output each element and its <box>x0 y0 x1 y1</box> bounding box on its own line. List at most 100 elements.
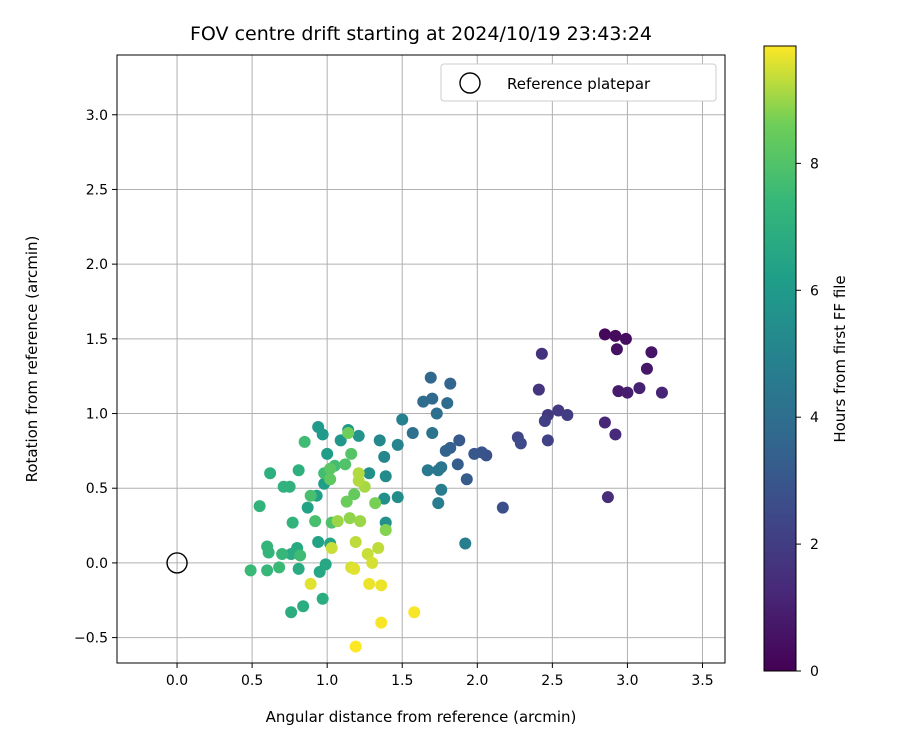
scatter-point <box>609 428 622 441</box>
x-axis-label: Angular distance from reference (arcmin) <box>266 708 577 726</box>
scatter-point <box>435 483 448 496</box>
scatter-point <box>361 547 374 560</box>
scatter-point <box>349 535 362 548</box>
scatter-point <box>496 501 509 514</box>
scatter-point <box>304 577 317 590</box>
scatter-point <box>375 579 388 592</box>
scatter-point <box>408 606 421 619</box>
plot-frame <box>116 54 726 664</box>
scatter-point <box>391 491 404 504</box>
scatter-point <box>348 488 361 501</box>
scatter-point <box>453 434 466 447</box>
x-tick-label: 1.0 <box>316 673 338 689</box>
scatter-point <box>366 556 379 569</box>
x-tick-label: 2.0 <box>466 673 488 689</box>
y-tick-label: −0.5 <box>74 631 108 647</box>
scatter-point <box>286 516 299 529</box>
x-tick-label: 1.5 <box>391 673 413 689</box>
scatter-point <box>285 606 298 619</box>
y-tick-label: 3.0 <box>86 108 108 124</box>
scatter-point <box>264 467 277 480</box>
scatter-point <box>334 434 347 447</box>
scatter-point <box>645 346 658 359</box>
scatter-point <box>609 329 622 342</box>
scatter-point <box>273 561 286 574</box>
scatter-point <box>621 386 634 399</box>
colorbar-tick-label: 6 <box>810 283 819 299</box>
scatter-point <box>363 467 376 480</box>
scatter-point <box>373 434 386 447</box>
scatter-point <box>343 512 356 525</box>
scatter-point <box>396 413 409 426</box>
x-tick-label: 0.0 <box>166 673 188 689</box>
scatter-point <box>378 450 391 463</box>
scatter-point <box>417 395 430 408</box>
colorbar-tick-label: 2 <box>810 537 819 553</box>
scatter-point <box>633 382 646 395</box>
scatter-point <box>349 640 362 653</box>
y-tick-label: 1.5 <box>86 332 108 348</box>
scatter-point <box>426 426 439 439</box>
legend: Reference platepar <box>440 63 717 102</box>
scatter-point <box>339 458 352 471</box>
scatter-point <box>309 515 322 528</box>
x-tick-label: 3.5 <box>691 673 713 689</box>
scatter-point <box>283 480 296 493</box>
y-tick-label: 0.0 <box>86 556 108 572</box>
y-tick-label: 1.0 <box>86 407 108 423</box>
y-axis-label: Rotation from reference (arcmin) <box>23 236 41 483</box>
scatter-point <box>354 515 367 528</box>
scatter-point <box>406 426 419 439</box>
scatter-point <box>325 541 338 554</box>
scatter-point <box>378 492 391 505</box>
colorbar-label: Hours from first FF file <box>831 275 849 442</box>
scatter-point <box>298 435 311 448</box>
scatter-point <box>292 464 305 477</box>
scatter-point <box>424 371 437 384</box>
x-tick-label: 3.0 <box>616 673 638 689</box>
scatter-point <box>441 397 454 410</box>
grid-lines <box>117 55 725 663</box>
x-axis-ticks: 0.0 0.5 1.0 1.5 2.0 2.5 3.0 3.5 <box>166 663 714 689</box>
scatter-point <box>532 383 545 396</box>
scatter-point <box>561 409 574 422</box>
y-tick-label: 2.0 <box>86 257 108 273</box>
scatter-point <box>468 447 481 460</box>
scatter-point <box>426 392 439 405</box>
scatter-point <box>261 564 274 577</box>
scatter-point <box>375 616 388 629</box>
scatter-point <box>379 524 392 537</box>
scatter-point <box>316 592 329 605</box>
scatter-point <box>552 404 565 417</box>
scatter-point <box>352 474 365 487</box>
scatter-point <box>439 444 452 457</box>
scatter-point <box>514 437 527 450</box>
colorbar-ticks: 0 2 4 6 8 <box>796 156 819 680</box>
x-tick-label: 0.5 <box>241 673 263 689</box>
colorbar-tick-label: 0 <box>810 664 819 680</box>
legend-reference-label: Reference platepar <box>507 75 651 93</box>
scatter-point <box>304 489 317 502</box>
scatter-point <box>655 386 668 399</box>
scatter-point <box>292 562 305 575</box>
scatter-point <box>313 565 326 578</box>
scatter-point <box>253 500 266 513</box>
scatter-point <box>459 537 472 550</box>
scatter-point <box>612 385 625 398</box>
scatter-point <box>276 547 289 560</box>
scatter-point <box>430 407 443 420</box>
scatter-point <box>379 470 392 483</box>
scatter-point <box>601 491 614 504</box>
scatter-point <box>541 434 554 447</box>
scatter-point <box>294 549 307 562</box>
scatter-point <box>598 416 611 429</box>
scatter-point <box>348 562 361 575</box>
scatter-point <box>391 438 404 451</box>
scatter-point <box>432 464 445 477</box>
scatter-point <box>610 343 623 356</box>
reference-platepar-marker <box>166 552 188 574</box>
scatter-point <box>316 428 329 441</box>
x-tick-label: 2.5 <box>541 673 563 689</box>
y-tick-label: 0.5 <box>86 481 108 497</box>
